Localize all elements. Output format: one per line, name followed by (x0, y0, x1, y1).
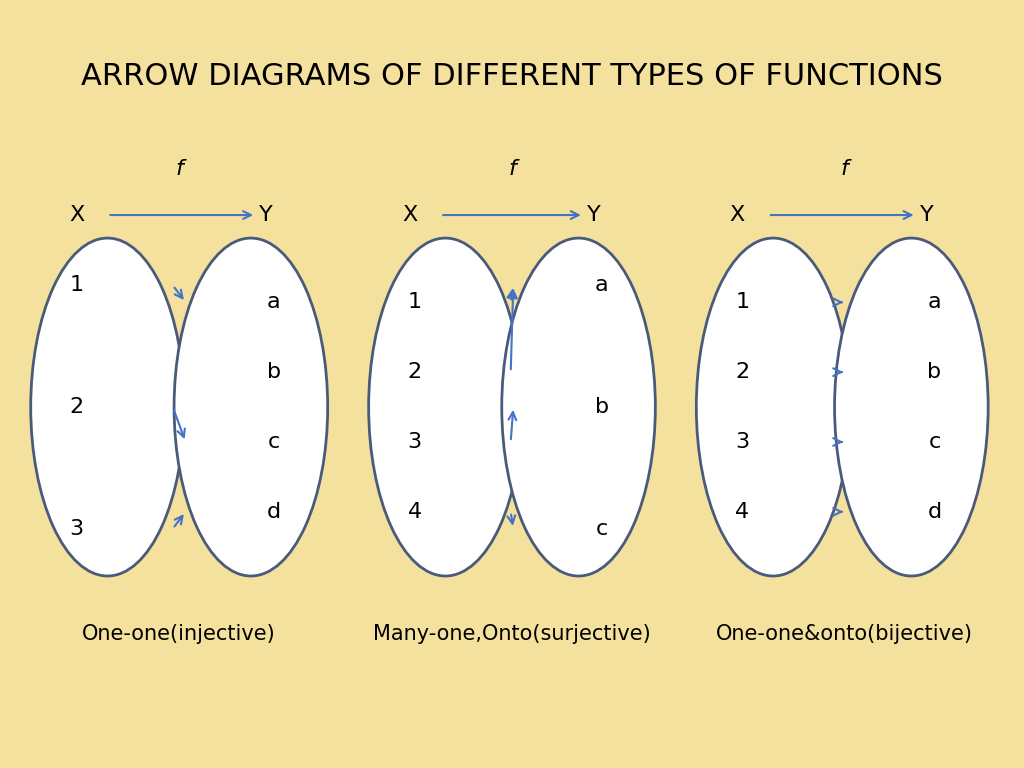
Text: d: d (267, 502, 281, 521)
Text: Many-one,Onto(surjective): Many-one,Onto(surjective) (373, 624, 651, 644)
Text: One-one(injective): One-one(injective) (82, 624, 276, 644)
Text: 2: 2 (70, 397, 84, 417)
Text: 4: 4 (408, 502, 422, 521)
Text: c: c (268, 432, 280, 452)
Text: Y: Y (587, 205, 601, 225)
Text: X: X (402, 205, 417, 225)
Text: b: b (595, 397, 608, 417)
Text: c: c (596, 518, 607, 538)
Ellipse shape (369, 238, 522, 576)
Text: 4: 4 (735, 502, 750, 521)
Text: Y: Y (259, 205, 273, 225)
Text: 2: 2 (735, 362, 750, 382)
Text: a: a (595, 276, 608, 296)
Text: 2: 2 (408, 362, 422, 382)
Text: c: c (929, 432, 940, 452)
Text: X: X (70, 205, 84, 225)
Text: d: d (928, 502, 941, 521)
Text: f: f (841, 159, 849, 179)
Text: a: a (267, 293, 281, 313)
Text: f: f (175, 159, 183, 179)
Text: X: X (730, 205, 744, 225)
Text: 3: 3 (735, 432, 750, 452)
Text: b: b (928, 362, 941, 382)
Text: b: b (267, 362, 281, 382)
Text: 1: 1 (735, 293, 750, 313)
Text: One-one&onto(bijective): One-one&onto(bijective) (717, 624, 973, 644)
Ellipse shape (502, 238, 655, 576)
Text: Y: Y (920, 205, 934, 225)
Text: a: a (928, 293, 941, 313)
Text: 3: 3 (408, 432, 422, 452)
Text: ARROW DIAGRAMS OF DIFFERENT TYPES OF FUNCTIONS: ARROW DIAGRAMS OF DIFFERENT TYPES OF FUN… (81, 62, 943, 91)
Text: 3: 3 (70, 518, 84, 538)
Ellipse shape (31, 238, 184, 576)
Text: f: f (508, 159, 516, 179)
Text: 1: 1 (70, 276, 84, 296)
Text: 1: 1 (408, 293, 422, 313)
Ellipse shape (835, 238, 988, 576)
Ellipse shape (696, 238, 850, 576)
Ellipse shape (174, 238, 328, 576)
